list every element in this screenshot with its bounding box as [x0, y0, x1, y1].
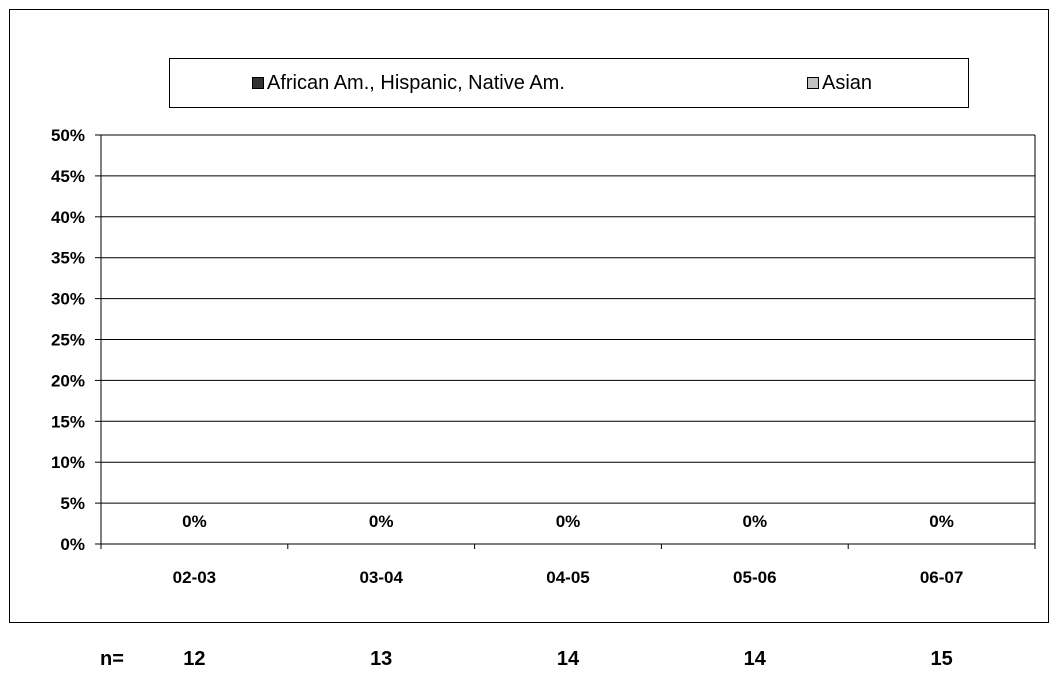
y-tick-label: 5%	[60, 494, 85, 513]
y-tick-label: 50%	[51, 126, 85, 145]
legend-label-series-1: African Am., Hispanic, Native Am.	[267, 71, 565, 94]
y-tick-label: 20%	[51, 371, 85, 390]
y-tick-label: 35%	[51, 249, 85, 268]
legend: African Am., Hispanic, Native Am. Asian	[169, 58, 969, 108]
legend-swatch-series-1	[252, 77, 264, 89]
data-label: 0%	[556, 512, 581, 531]
data-label: 0%	[743, 512, 768, 531]
n-label: n=	[100, 648, 124, 670]
n-value: 14	[743, 648, 766, 670]
legend-entry-series-2: Asian	[807, 59, 872, 107]
y-tick-label: 40%	[51, 208, 85, 227]
data-label: 0%	[182, 512, 207, 531]
y-tick-label: 30%	[51, 290, 85, 309]
n-value: 15	[930, 648, 953, 670]
chart-frame	[9, 9, 1049, 623]
x-tick-label: 05-06	[733, 568, 776, 587]
y-tick-label: 10%	[51, 453, 85, 472]
data-label: 0%	[929, 512, 954, 531]
x-tick-label: 02-03	[173, 568, 216, 587]
n-value: 13	[370, 648, 393, 670]
legend-label-series-2: Asian	[822, 71, 873, 94]
n-value: 12	[183, 648, 206, 670]
x-tick-label: 03-04	[359, 568, 403, 587]
legend-entry-series-1: African Am., Hispanic, Native Am.	[252, 59, 565, 107]
legend-swatch-series-2	[807, 77, 819, 89]
y-tick-label: 15%	[51, 412, 85, 431]
x-tick-label: 04-05	[546, 568, 589, 587]
x-tick-label: 06-07	[920, 568, 963, 587]
y-tick-label: 25%	[51, 331, 85, 350]
data-label: 0%	[369, 512, 394, 531]
y-tick-label: 45%	[51, 167, 85, 186]
n-value: 14	[556, 648, 580, 670]
y-tick-label: 0%	[60, 535, 85, 554]
